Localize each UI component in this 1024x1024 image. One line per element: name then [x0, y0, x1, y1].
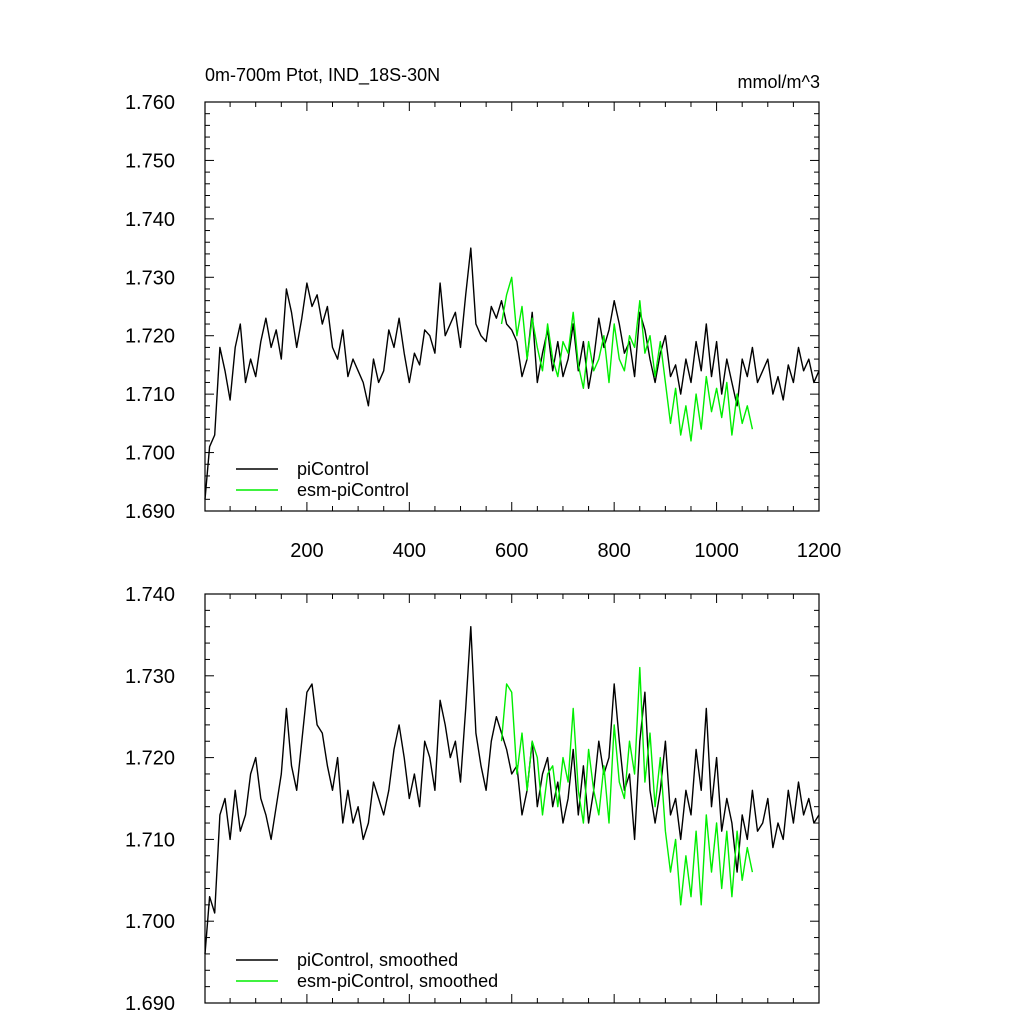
plot-series	[204, 247, 820, 500]
y-tick-label: 1.710	[125, 829, 175, 851]
series-line-1	[500, 666, 754, 906]
y-tick-label: 1.740	[125, 209, 175, 231]
y-tick-label: 1.690	[125, 501, 175, 523]
legend-label-esm-picontrol: esm-piControl	[297, 480, 409, 500]
y-tick-label: 1.720	[125, 326, 175, 348]
x-tick-labels: 200 400 600 800 1000 1200	[290, 540, 841, 562]
plot-frame	[204, 101, 820, 512]
axis-ticks	[205, 593, 820, 1004]
series-line-1	[500, 276, 754, 442]
legend-label-esm-picontrol-smoothed: esm-piControl, smoothed	[297, 971, 498, 991]
bottom-panel: 1.690 1.700 1.710 1.720 1.730 1.740 piControl…	[125, 584, 820, 1015]
x-tick-label: 200	[290, 540, 323, 562]
plot-frame	[204, 593, 820, 1004]
y-tick-label: 1.750	[125, 150, 175, 172]
y-tick-labels: 1.690 1.700 1.710 1.720 1.730 1.740	[125, 584, 175, 1015]
y-tick-label: 1.760	[125, 92, 175, 114]
top-panel: 0m-700m Ptot, IND_18S-30N mmol/m^3 1.690…	[125, 65, 841, 562]
y-tick-label: 1.730	[125, 267, 175, 289]
y-tick-label: 1.710	[125, 384, 175, 406]
x-tick-label: 600	[495, 540, 528, 562]
units-label: mmol/m^3	[738, 72, 820, 92]
y-tick-label: 1.740	[125, 584, 175, 606]
chart-title: 0m-700m Ptot, IND_18S-30N	[205, 65, 440, 86]
legend-label-picontrol: piControl	[297, 459, 369, 479]
legend: piControl, smoothed esm-piControl, smoot…	[236, 950, 498, 991]
legend: piControl esm-piControl	[236, 459, 409, 500]
y-tick-label: 1.700	[125, 443, 175, 465]
x-tick-label: 800	[597, 540, 630, 562]
plot-series	[204, 626, 820, 954]
x-tick-label: 1200	[797, 540, 842, 562]
legend-label-picontrol-smoothed: piControl, smoothed	[297, 950, 458, 970]
axis-ticks	[205, 101, 820, 512]
y-tick-label: 1.730	[125, 666, 175, 688]
x-tick-label: 1000	[694, 540, 739, 562]
series-line-0	[204, 247, 820, 500]
y-tick-label: 1.720	[125, 748, 175, 770]
y-tick-labels: 1.690 1.700 1.710 1.720 1.730 1.740 1.750 1.760	[125, 92, 175, 523]
x-tick-label: 400	[393, 540, 426, 562]
series-line-0	[204, 626, 820, 954]
y-tick-label: 1.690	[125, 993, 175, 1015]
y-tick-label: 1.700	[125, 911, 175, 933]
